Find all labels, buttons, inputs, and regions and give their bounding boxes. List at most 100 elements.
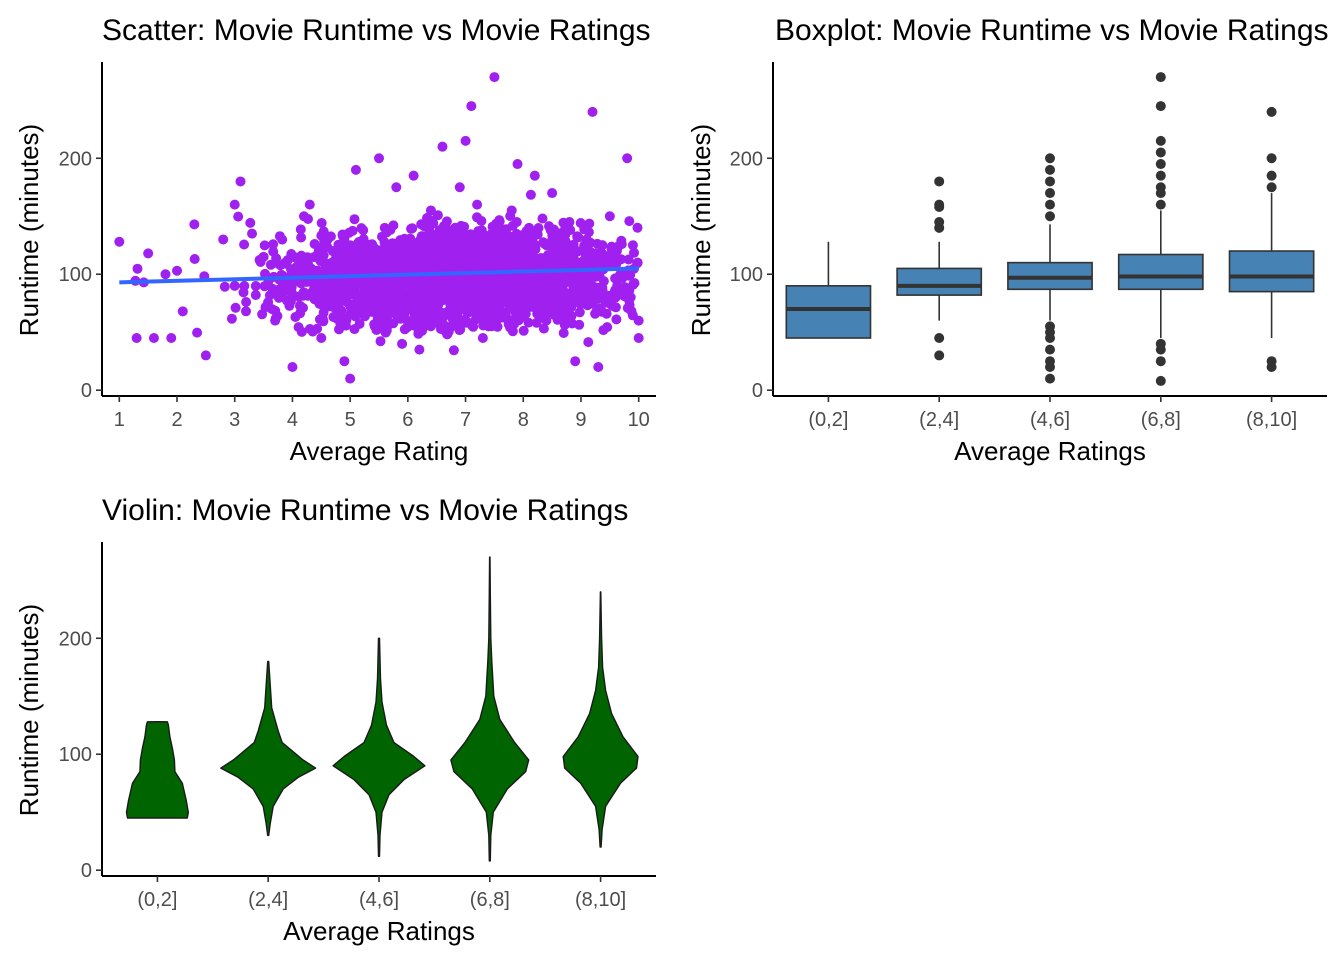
scatter-point [391,182,402,193]
scatter-point [562,274,573,285]
scatter-point [575,280,586,291]
scatter-point [491,289,502,300]
box-outlier [1266,106,1277,117]
scatter-point [431,246,442,257]
scatter-point [343,289,354,300]
scatter-point [226,313,237,324]
violin-shape [332,637,426,857]
scatter-point [301,277,312,287]
scatter-cloud [130,189,643,356]
scatter-point [452,255,463,266]
box-outlier [934,176,945,187]
scatter-point [416,231,427,242]
scatter-point [439,286,450,297]
scatter-point [374,153,384,164]
y-tick-label: 200 [59,148,92,170]
scatter-point [408,170,419,181]
scatter-point [558,328,569,338]
scatter-point [235,176,246,187]
scatter-point [320,282,331,293]
scatter-point [317,313,328,324]
scatter-point [493,222,504,233]
x-tick-label: (6,8] [470,889,510,911]
scatter-point [166,333,177,344]
scatter-point [625,292,636,303]
x-axis-label: Average Ratings [283,916,475,946]
scatter-point [604,211,615,222]
box-outlier [1045,356,1055,367]
scatter-point [455,224,466,234]
scatter-point [259,240,270,251]
box-outlier [1045,373,1055,384]
box-outlier [1045,344,1055,355]
scatter-point [241,297,252,307]
scatter-point [523,317,534,328]
scatter-point [233,211,244,222]
y-tick-label: 0 [81,380,92,402]
box-outlier [1155,170,1166,181]
scatter-point [415,299,426,310]
scatter-point [616,254,627,265]
scatter-point [239,280,250,291]
scatter-point [449,308,460,318]
scatter-point [508,259,519,270]
y-axis-label: Runtime (minutes) [686,124,716,336]
scatter-point [332,312,343,323]
scatter-point [270,315,281,326]
x-tick-label: (4,6] [359,889,399,911]
scatter-point [545,225,556,235]
scatter-point [316,218,327,228]
scatter-point [287,291,298,301]
box-outlier [1045,164,1055,175]
scatter-point [274,231,285,242]
scatter-point [461,317,472,328]
scatter-point [313,295,324,306]
scatter-point [474,293,485,304]
scatter-point [610,285,621,296]
scatter-point [582,257,593,268]
scatter-point [437,141,448,152]
scatter-point [495,298,506,309]
scatter-point [345,373,356,384]
y-tick-label: 200 [730,148,763,170]
scatter-point [177,306,188,317]
chart-title: Scatter: Movie Runtime vs Movie Ratings [102,14,651,47]
scatter-point [518,325,529,336]
scatter-point [598,325,609,336]
scatter-point [633,315,644,326]
scatter-point [616,239,627,250]
scatter-point [461,258,471,269]
scatter-point [610,273,621,284]
scatter-point [189,219,200,230]
scatter-point [219,281,230,292]
scatter-point [633,333,644,344]
scatter-point [593,282,604,293]
scatter-point [429,312,440,323]
scatter-point [306,287,317,298]
scatter-point [512,159,523,170]
scatter-point [362,292,373,303]
scatter-point [239,239,250,250]
x-tick-label: (2,4] [248,889,288,911]
y-axis-label: Runtime (minutes) [14,124,44,336]
scatter-point [477,333,488,344]
scatter-point [455,324,466,335]
box-outlier [934,199,945,210]
scatter-point [477,240,488,251]
scatter-point [345,307,356,318]
scatter-point [448,345,459,356]
scatter-point [250,281,261,291]
scatter-point [444,234,455,245]
x-tick-label: (6,8] [1141,409,1181,431]
scatter-point [463,307,474,318]
scatter-point [573,232,584,243]
panel-scatter: Scatter: Movie Runtime vs Movie Ratings 0… [14,14,656,466]
scatter-point [397,338,408,349]
scatter-point [591,306,602,317]
scatter-point [339,233,350,244]
scatter-point [192,327,203,338]
scatter-point [348,258,359,269]
scatter-point [412,259,422,270]
scatter-point [388,220,399,231]
scatter-point [574,319,585,330]
